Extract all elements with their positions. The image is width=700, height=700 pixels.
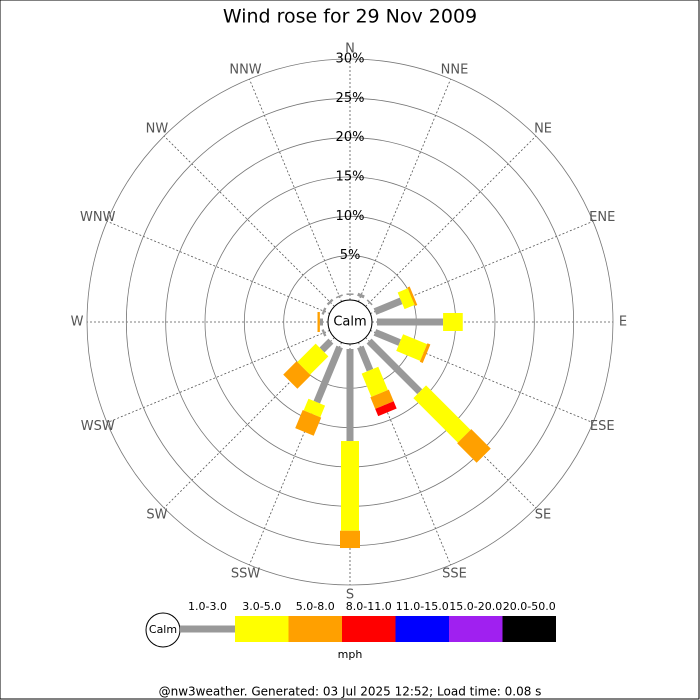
direction-label: NW bbox=[146, 121, 169, 136]
direction-label: NNE bbox=[441, 62, 469, 77]
direction-label: SSE bbox=[442, 567, 467, 582]
legend-label: 20.0-50.0 bbox=[503, 600, 556, 613]
wind-segment bbox=[375, 401, 397, 417]
wind-segment bbox=[319, 318, 323, 326]
direction-label: SW bbox=[146, 508, 167, 523]
footer: @nw3weather. Generated: 03 Jul 2025 12:5… bbox=[159, 685, 542, 699]
grid-ring bbox=[86, 58, 614, 586]
direction-label: SSW bbox=[231, 567, 261, 582]
spoke bbox=[365, 135, 537, 307]
wind-segment bbox=[326, 298, 334, 306]
legend-unit: mph bbox=[338, 648, 363, 661]
wind-segment bbox=[419, 343, 431, 363]
wind-segment bbox=[313, 345, 343, 404]
legend-label: 5.0-8.0 bbox=[296, 600, 335, 613]
wind-segment bbox=[317, 312, 320, 332]
wind-segment bbox=[361, 366, 388, 397]
wind-segment bbox=[366, 338, 423, 395]
wind-segment bbox=[396, 334, 428, 361]
wind-segment bbox=[346, 293, 354, 295]
legend-label: 15.0-20.0 bbox=[449, 600, 502, 613]
spoke bbox=[106, 330, 330, 424]
direction-label: SE bbox=[535, 508, 551, 523]
wind-segment bbox=[366, 299, 373, 306]
calm-label: Calm bbox=[333, 315, 366, 330]
wind-segment bbox=[457, 429, 491, 463]
legend-label: 11.0-15.0 bbox=[396, 600, 449, 613]
spoke bbox=[106, 220, 330, 314]
wind-segment bbox=[321, 329, 327, 337]
wind-segment bbox=[346, 349, 354, 442]
calm-circle bbox=[327, 299, 373, 345]
wind-segment bbox=[335, 294, 343, 299]
legend-swatch bbox=[235, 616, 289, 642]
ring-label: 15% bbox=[336, 170, 365, 185]
ring-label: 25% bbox=[336, 91, 365, 106]
wind-segment bbox=[319, 338, 334, 353]
direction-label: W bbox=[71, 315, 84, 330]
legend-label: 1.0-3.0 bbox=[188, 600, 227, 613]
direction-label: NNW bbox=[229, 62, 261, 77]
wind-segment bbox=[283, 361, 311, 389]
wind-segment bbox=[303, 398, 326, 418]
legend-label: 8.0-11.0 bbox=[346, 600, 392, 613]
ring-label: 10% bbox=[336, 209, 365, 224]
wind-segment bbox=[377, 318, 444, 326]
legend-swatch bbox=[288, 616, 342, 642]
direction-label: NE bbox=[534, 121, 552, 136]
wind-segment bbox=[443, 313, 463, 331]
wind-segment bbox=[297, 343, 329, 375]
wind-segment bbox=[341, 441, 359, 531]
ring-label: 5% bbox=[340, 248, 361, 263]
legend-swatch bbox=[502, 616, 556, 642]
direction-label: ENE bbox=[589, 210, 615, 225]
direction-label: E bbox=[619, 315, 627, 330]
legend-swatch bbox=[342, 616, 396, 642]
direction-label: N bbox=[345, 42, 355, 57]
spoke bbox=[163, 135, 335, 307]
wind-segment bbox=[321, 307, 327, 315]
wind-segment bbox=[370, 389, 394, 409]
wind-segment bbox=[413, 385, 471, 443]
legend-swatch bbox=[180, 625, 235, 633]
spoke bbox=[248, 78, 342, 302]
ring-label: 20% bbox=[336, 130, 365, 145]
wind-segment bbox=[373, 329, 401, 346]
wind-segment bbox=[373, 297, 403, 315]
wind-segment bbox=[340, 530, 360, 549]
wind-segment bbox=[407, 286, 418, 306]
wind-segment bbox=[357, 292, 365, 299]
wind-segment bbox=[357, 345, 374, 372]
spoke bbox=[358, 78, 452, 302]
ring-label: 30% bbox=[336, 52, 365, 67]
direction-label: S bbox=[346, 588, 354, 603]
legend-swatch bbox=[395, 616, 449, 642]
legend-swatch bbox=[449, 616, 503, 642]
legend-calm-label: Calm bbox=[149, 623, 177, 636]
direction-label: ESE bbox=[590, 419, 615, 434]
direction-label: WSW bbox=[81, 419, 115, 434]
direction-label: WNW bbox=[80, 210, 116, 225]
legend-label: 3.0-5.0 bbox=[242, 600, 281, 613]
wind-segment bbox=[397, 288, 415, 310]
wind-segment bbox=[295, 409, 322, 436]
chart-title: Wind rose for 29 Nov 2009 bbox=[223, 6, 477, 28]
